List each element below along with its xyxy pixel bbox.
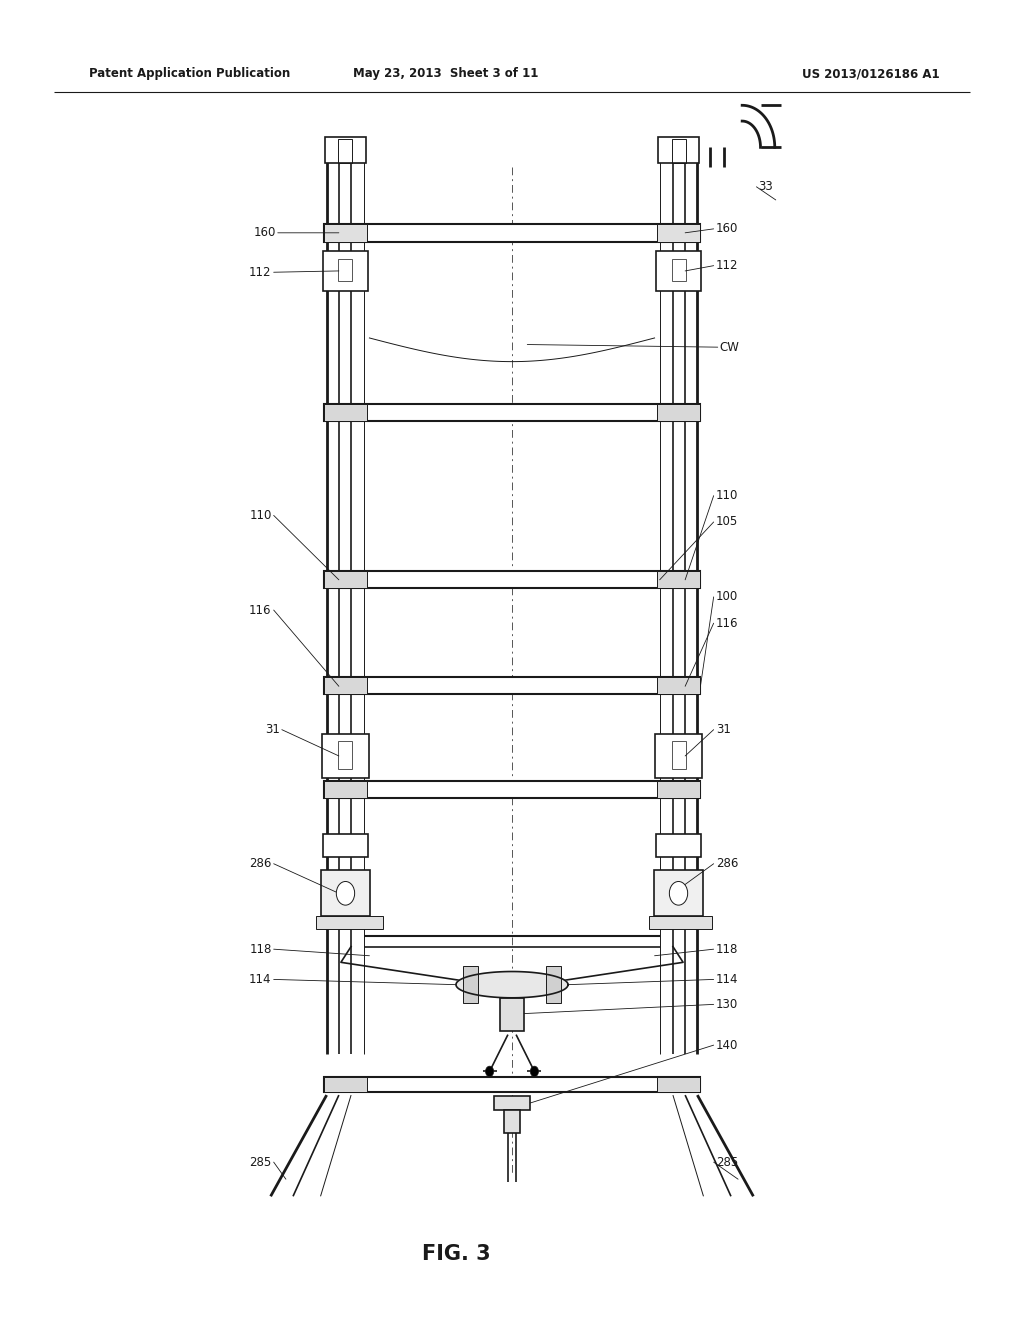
- Bar: [324, 677, 700, 694]
- Text: 118: 118: [716, 942, 738, 956]
- Text: 116: 116: [249, 603, 271, 616]
- Bar: [672, 742, 686, 770]
- Text: 130: 130: [716, 998, 738, 1011]
- Text: FIG. 3: FIG. 3: [422, 1245, 490, 1265]
- Text: 286: 286: [249, 857, 271, 870]
- Text: 285: 285: [250, 1155, 271, 1168]
- Text: c: c: [677, 890, 681, 896]
- Bar: [655, 833, 701, 857]
- Text: Patent Application Publication: Patent Application Publication: [89, 67, 291, 81]
- Text: 110: 110: [249, 510, 271, 521]
- Bar: [656, 223, 700, 242]
- Bar: [672, 140, 686, 164]
- Bar: [324, 404, 368, 421]
- Bar: [655, 251, 701, 290]
- Text: 112: 112: [249, 265, 271, 279]
- Circle shape: [670, 882, 688, 906]
- Text: c: c: [343, 890, 347, 896]
- Bar: [324, 677, 368, 694]
- Bar: [654, 734, 702, 779]
- Text: 31: 31: [716, 723, 730, 737]
- Text: 160: 160: [253, 226, 275, 239]
- Text: 118: 118: [249, 942, 271, 956]
- Bar: [316, 916, 383, 929]
- Text: 33: 33: [759, 181, 773, 193]
- Text: 110: 110: [716, 490, 738, 502]
- Text: 160: 160: [716, 222, 738, 235]
- Bar: [324, 781, 700, 799]
- Bar: [323, 833, 369, 857]
- Bar: [649, 916, 712, 929]
- Bar: [463, 966, 478, 1003]
- Bar: [338, 742, 352, 770]
- Text: CW: CW: [720, 341, 739, 354]
- Text: 114: 114: [716, 973, 738, 986]
- Bar: [324, 223, 700, 242]
- Bar: [657, 137, 699, 164]
- Bar: [656, 677, 700, 694]
- Bar: [323, 251, 369, 290]
- Text: May 23, 2013  Sheet 3 of 11: May 23, 2013 Sheet 3 of 11: [353, 67, 539, 81]
- Text: 100: 100: [716, 590, 738, 603]
- Bar: [324, 1077, 368, 1093]
- Bar: [338, 259, 352, 281]
- Bar: [324, 781, 368, 799]
- Bar: [656, 781, 700, 799]
- Circle shape: [336, 882, 354, 906]
- Bar: [322, 734, 370, 779]
- Text: 105: 105: [716, 516, 738, 528]
- Bar: [321, 870, 371, 916]
- Bar: [656, 1077, 700, 1093]
- Bar: [500, 998, 524, 1031]
- Circle shape: [485, 1067, 494, 1077]
- Bar: [653, 870, 703, 916]
- Text: 112: 112: [716, 259, 738, 272]
- Text: 285: 285: [716, 1155, 738, 1168]
- Bar: [546, 966, 561, 1003]
- Polygon shape: [456, 972, 568, 998]
- Bar: [324, 223, 368, 242]
- Bar: [504, 1110, 520, 1133]
- Circle shape: [530, 1067, 539, 1077]
- Bar: [672, 259, 686, 281]
- Text: 140: 140: [716, 1039, 738, 1052]
- Bar: [656, 570, 700, 587]
- Bar: [324, 570, 368, 587]
- Text: 286: 286: [716, 857, 738, 870]
- Bar: [324, 570, 700, 587]
- Bar: [324, 404, 700, 421]
- Text: 116: 116: [716, 616, 738, 630]
- Bar: [338, 140, 352, 164]
- Bar: [324, 1077, 700, 1093]
- Text: 114: 114: [249, 973, 271, 986]
- Bar: [494, 1097, 530, 1110]
- Bar: [325, 137, 367, 164]
- Text: 31: 31: [265, 723, 280, 737]
- Text: US 2013/0126186 A1: US 2013/0126186 A1: [802, 67, 940, 81]
- Bar: [656, 404, 700, 421]
